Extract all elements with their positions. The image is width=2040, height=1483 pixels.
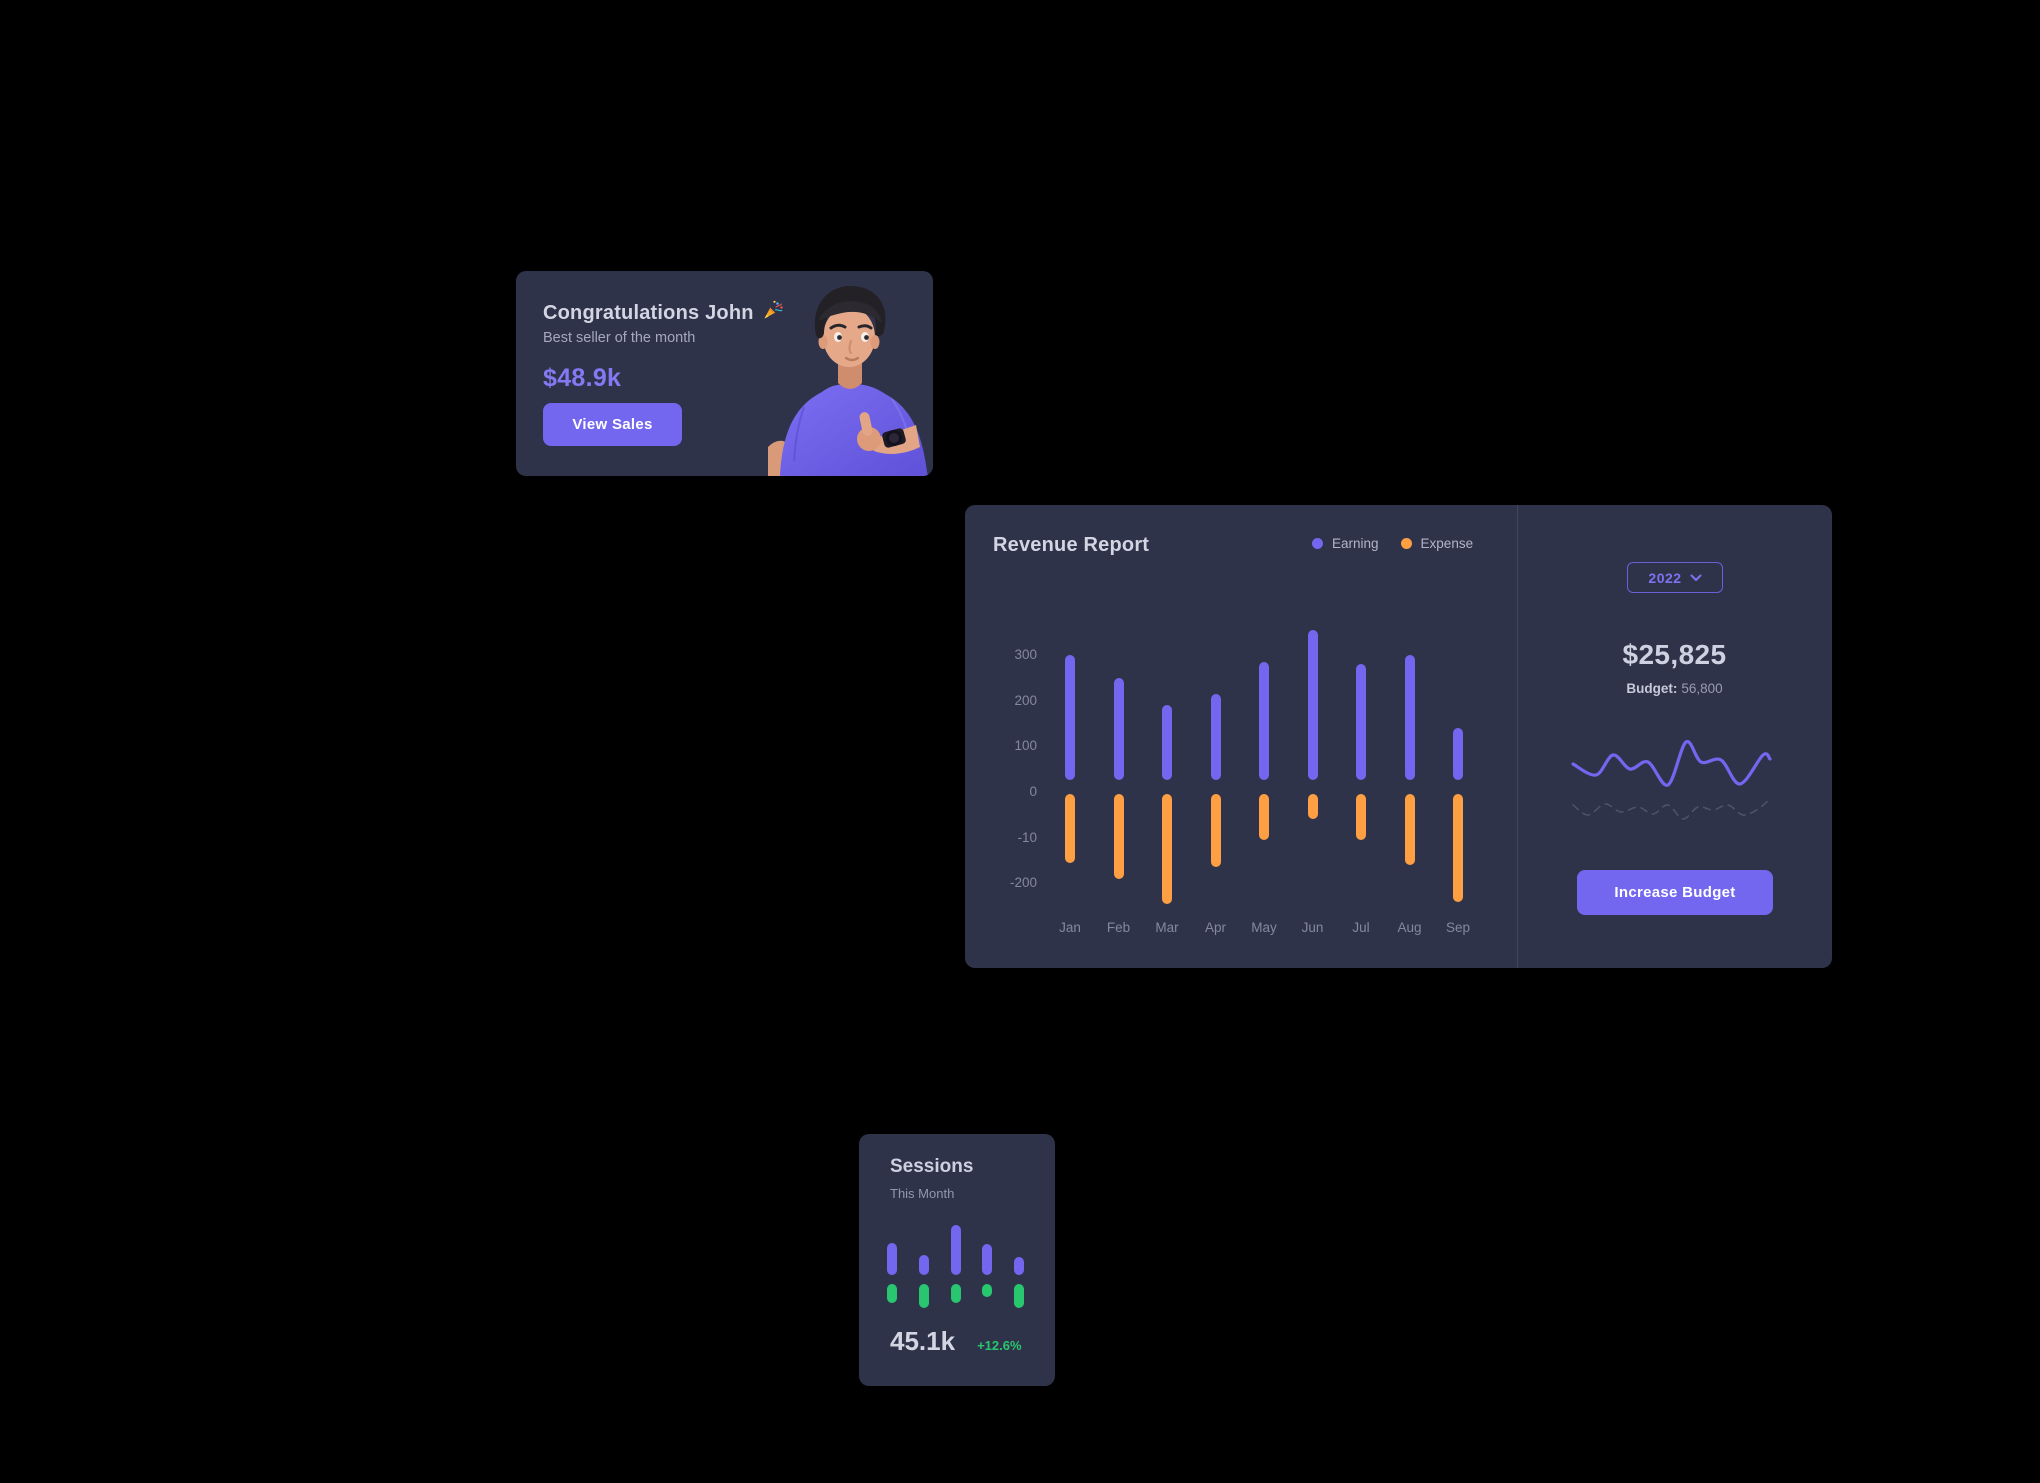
sessions-down-bar (1014, 1284, 1025, 1308)
earning-legend-label: Earning (1332, 536, 1379, 551)
sessions-down-bar (950, 1284, 961, 1303)
x-axis-label-sep: Sep (1445, 920, 1471, 935)
earning-bar-aug (1404, 654, 1415, 780)
expense-bar-jan (1065, 793, 1075, 863)
earning-bar-feb (1113, 677, 1124, 780)
earning-legend-dot-icon (1312, 538, 1323, 549)
legend-item-earning[interactable]: Earning (1312, 536, 1379, 551)
earning-bar-jan (1065, 654, 1075, 780)
sessions-down-bar (918, 1284, 929, 1308)
congratulations-card: Congratulations John Best seller of the … (516, 271, 933, 476)
sessions-up-bar (918, 1255, 929, 1275)
revenue-bar-chart: 300 200 100 0 -10 -200 Jan Feb Mar Apr May Jun Jul Au… (965, 505, 1517, 968)
expense-bar-jun (1307, 793, 1318, 820)
expense-bar-sep (1453, 793, 1463, 902)
sessions-up-bar (887, 1243, 897, 1275)
congrats-title-text: Congratulations John (543, 301, 754, 324)
budget-line: Budget: 56,800 (1517, 681, 1832, 696)
chevron-down-icon (1690, 574, 1702, 581)
congrats-amount: $48.9k (543, 364, 622, 392)
year-select[interactable]: 2022 (1627, 562, 1723, 593)
view-sales-button[interactable]: View Sales (543, 403, 682, 446)
earning-bar-sep (1453, 728, 1463, 780)
sessions-delta-badge: +12.6% (977, 1338, 1022, 1353)
sessions-title: Sessions (890, 1156, 974, 1177)
expense-bar-may (1259, 793, 1269, 840)
x-axis-label-jul: Jul (1352, 920, 1370, 935)
sessions-mini-chart (859, 1134, 1055, 1386)
x-axis-label-aug: Aug (1397, 920, 1422, 935)
revenue-report-title: Revenue Report (993, 534, 1150, 556)
expense-bar-aug (1404, 793, 1415, 866)
expense-legend-dot-icon (1400, 538, 1412, 549)
congrats-title: Congratulations John (543, 299, 784, 327)
y-axis-tick: 200 (1014, 692, 1037, 708)
earning-bar-may (1259, 661, 1269, 780)
sessions-card: Sessions This Month 45.1k +12.6% (859, 1134, 1055, 1386)
expense-bar-apr (1210, 793, 1221, 868)
x-axis-label-jun: Jun (1301, 920, 1324, 935)
expense-bar-mar (1162, 793, 1172, 904)
legend-item-expense[interactable]: Expense (1400, 536, 1474, 551)
earning-bar-apr (1210, 693, 1221, 780)
sessions-subtitle: This Month (890, 1186, 955, 1201)
earning-bar-mar (1162, 705, 1172, 780)
x-axis-label-jan: Jan (1059, 920, 1081, 935)
party-popper-icon (762, 299, 784, 327)
revenue-report-card: Revenue Report Earning Expense 300 200 100… (965, 505, 1832, 968)
chart-legend: Earning Expense (1312, 536, 1473, 551)
sparkline-previous-line (1572, 798, 1771, 820)
y-axis-tick: 300 (1014, 646, 1037, 662)
x-axis-label-apr: Apr (1204, 920, 1226, 935)
budget-total: $25,825 (1622, 639, 1727, 670)
expense-bar-jul (1356, 793, 1366, 840)
increase-budget-button[interactable]: Increase Budget (1577, 870, 1773, 915)
y-axis-tick: -200 (1009, 875, 1037, 891)
budget-label: Budget: (1626, 681, 1678, 696)
congrats-subtitle: Best seller of the month (543, 330, 696, 346)
sessions-up-bar (982, 1244, 993, 1275)
y-axis-tick: -10 (1017, 829, 1037, 845)
y-axis-tick: 100 (1014, 738, 1037, 754)
x-axis-label-feb: Feb (1106, 920, 1131, 935)
year-select-value: 2022 (1648, 569, 1682, 586)
sparkline-current-line (1571, 740, 1772, 787)
x-axis-label-may: May (1251, 920, 1277, 935)
sessions-value-row: 45.1k +12.6% (890, 1326, 1022, 1357)
panel-divider (1517, 505, 1518, 968)
sessions-up-bar (1014, 1257, 1025, 1275)
sessions-down-bar (887, 1284, 897, 1303)
sessions-up-bar (950, 1225, 961, 1275)
sessions-down-bar (982, 1284, 993, 1297)
sessions-value: 45.1k (890, 1326, 956, 1356)
earning-bar-jun (1307, 629, 1318, 780)
man-thumbs-up-illustration (768, 285, 928, 476)
x-axis-label-mar: Mar (1155, 920, 1179, 935)
y-axis-tick: 0 (1029, 784, 1037, 799)
budget-value: 56,800 (1681, 681, 1723, 696)
budget-sparkline-chart (1571, 740, 1772, 820)
earning-bar-jul (1356, 664, 1366, 780)
expense-legend-label: Expense (1420, 536, 1474, 551)
expense-bar-feb (1113, 793, 1124, 879)
